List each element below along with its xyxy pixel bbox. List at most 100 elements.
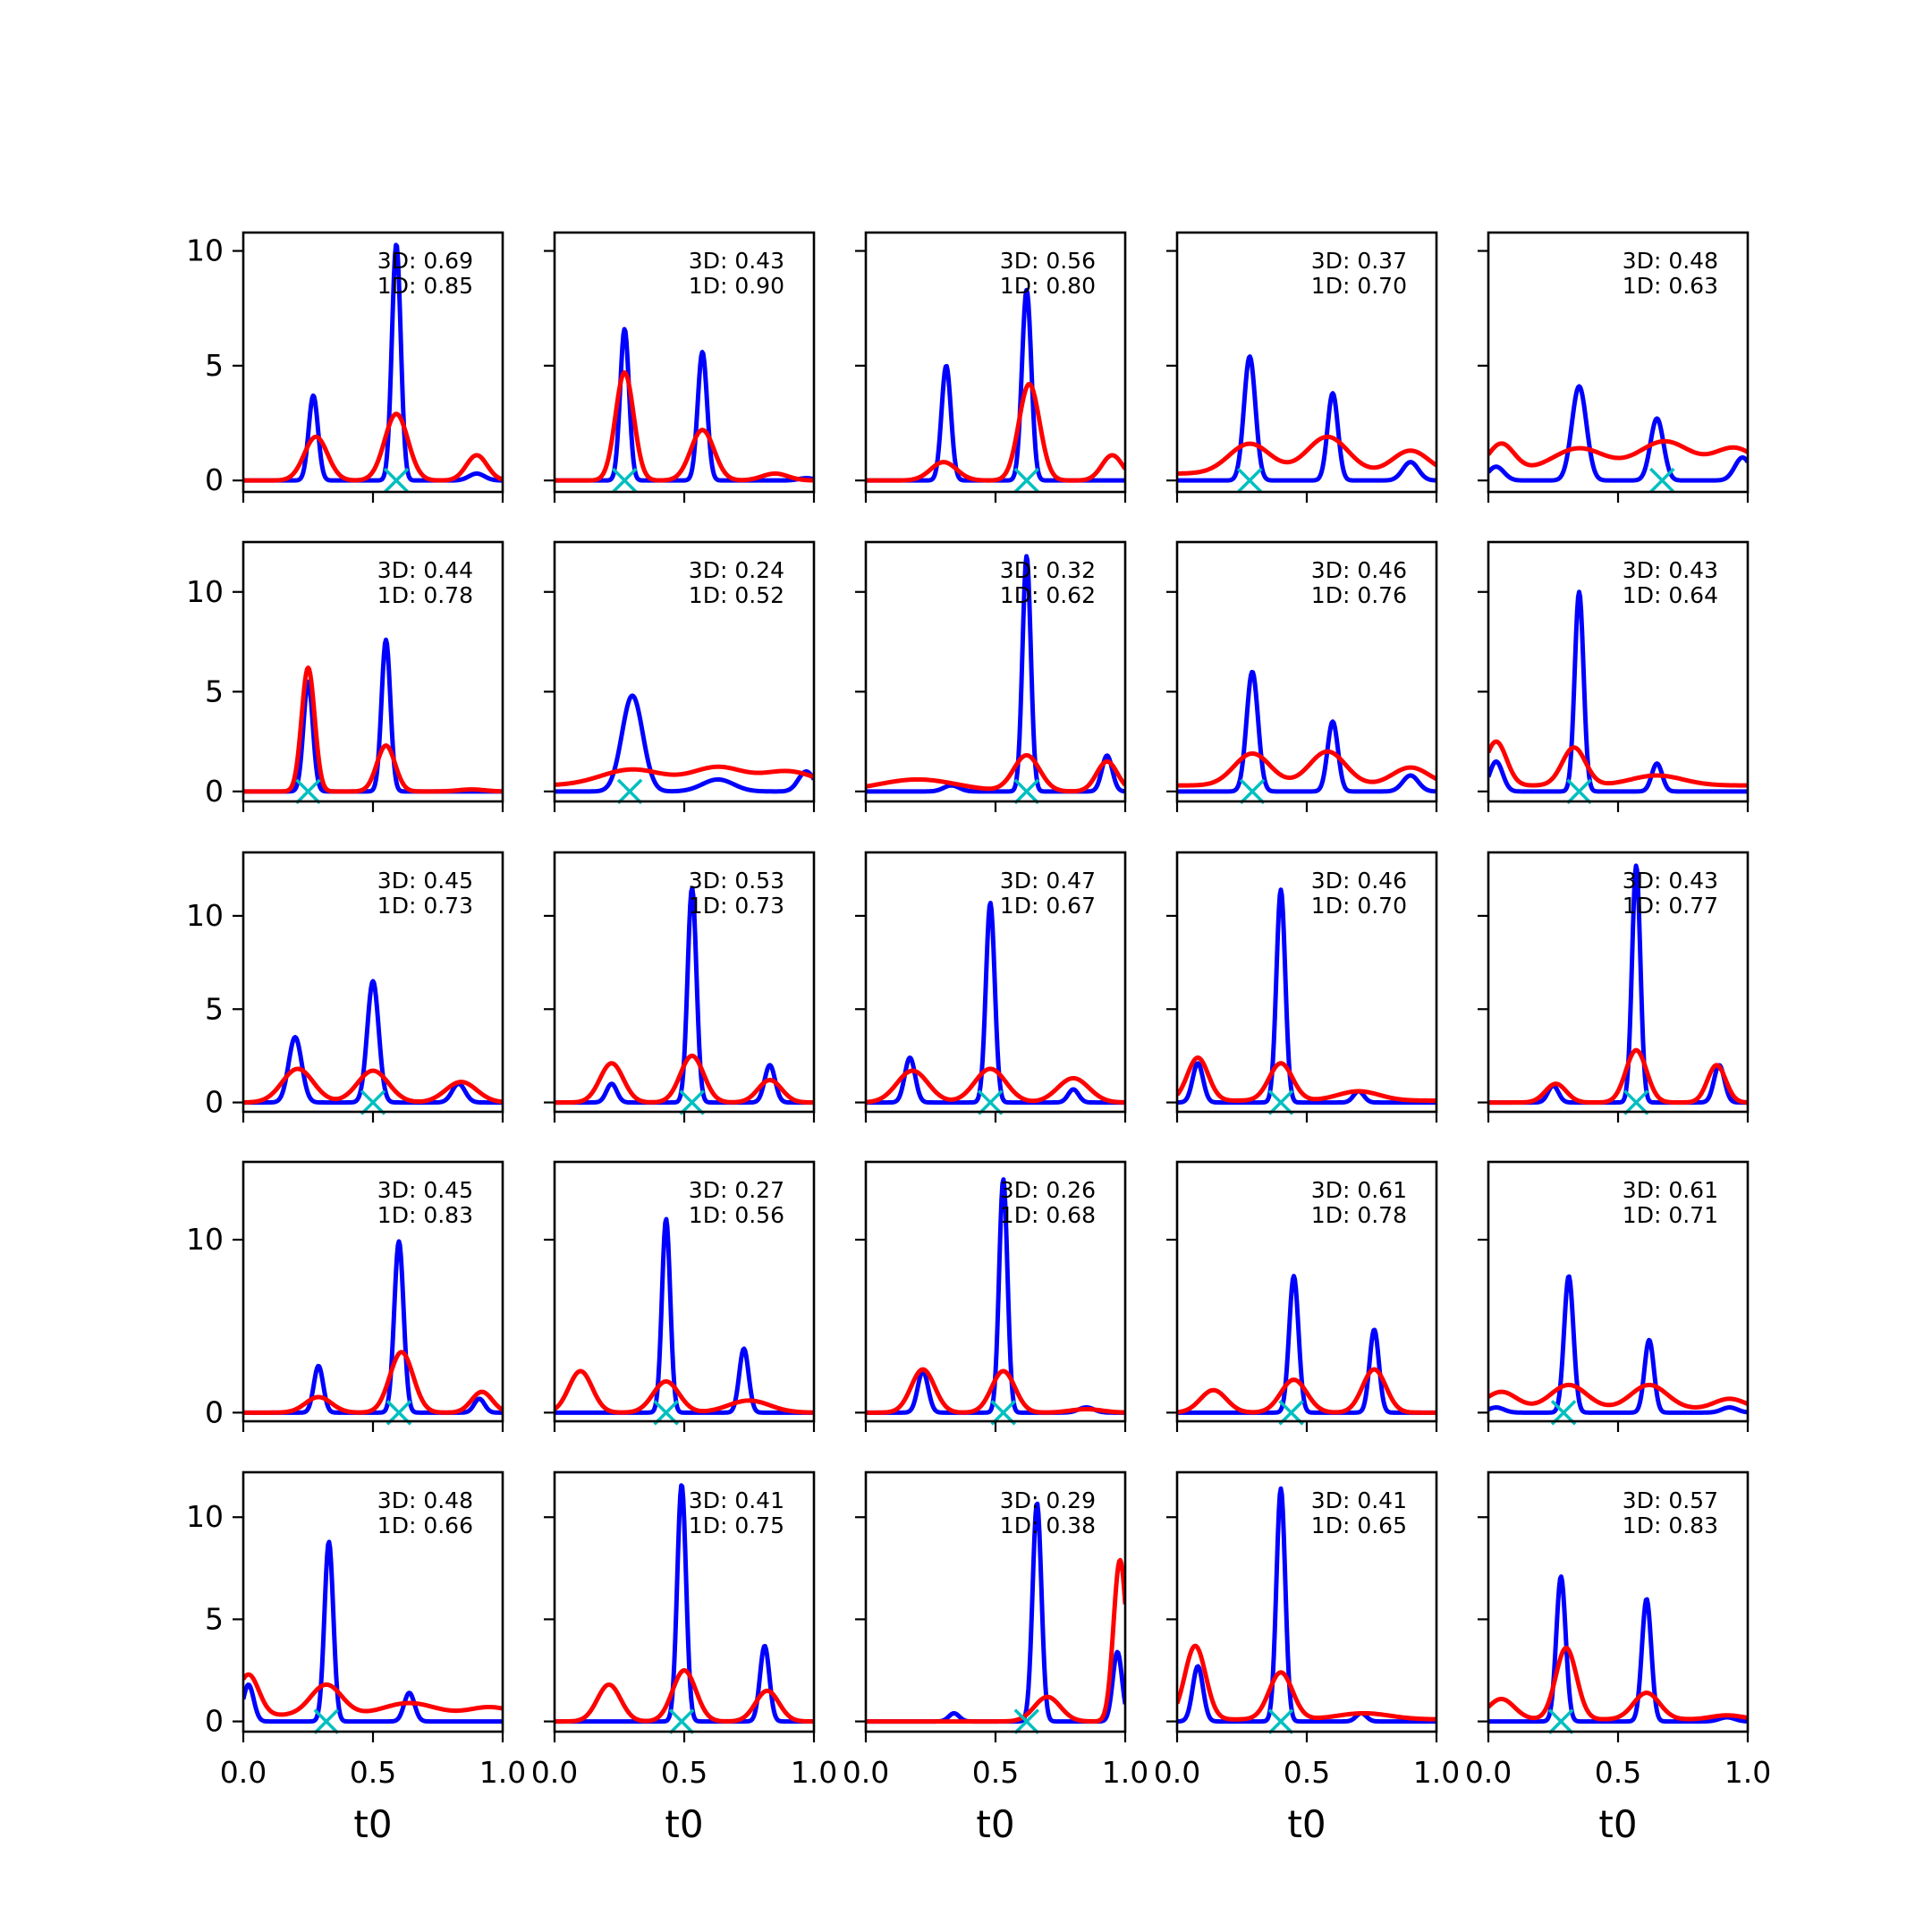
blue-3d-curve xyxy=(1488,1574,1748,1724)
score-label: 3D: 0.43 xyxy=(1623,557,1718,583)
blue-3d-curve xyxy=(866,287,1125,483)
true-t0-marker xyxy=(313,1708,340,1734)
true-t0-marker xyxy=(616,778,643,805)
score-label: 3D: 0.61 xyxy=(1311,1177,1407,1203)
score-label: 3D: 0.37 xyxy=(1311,248,1407,274)
score-label: 3D: 0.27 xyxy=(689,1177,784,1203)
blue-3d-curve xyxy=(555,693,814,794)
score-label: 3D: 0.53 xyxy=(689,868,784,894)
y-tick-label: 0 xyxy=(205,462,224,497)
score-label: 3D: 0.48 xyxy=(1623,248,1718,274)
red-1d-curve xyxy=(866,1367,1125,1415)
score-label: 3D: 0.48 xyxy=(377,1487,473,1513)
red-1d-curve xyxy=(243,1672,503,1717)
true-t0-marker xyxy=(679,1089,705,1115)
x-tick-label: 0.0 xyxy=(1154,1755,1200,1790)
red-1d-curve xyxy=(1488,1382,1748,1410)
true-t0-marker xyxy=(1236,467,1263,494)
x-tick-label: 0.0 xyxy=(843,1755,889,1790)
red-1d-curve xyxy=(243,665,503,794)
score-label: 3D: 0.46 xyxy=(1311,557,1407,583)
true-t0-marker xyxy=(360,1089,386,1115)
score-label: 1D: 0.63 xyxy=(1623,273,1718,299)
blue-3d-curve xyxy=(555,326,814,483)
score-label: 1D: 0.56 xyxy=(689,1202,784,1228)
score-label: 1D: 0.78 xyxy=(377,582,473,608)
blue-3d-curve xyxy=(243,1239,503,1415)
score-label: 1D: 0.64 xyxy=(1623,582,1718,608)
red-1d-curve xyxy=(555,1053,814,1106)
score-label: 3D: 0.46 xyxy=(1311,868,1407,894)
x-axis-label: t0 xyxy=(353,1802,392,1846)
x-tick-label: 1.0 xyxy=(791,1755,837,1790)
score-label: 1D: 0.77 xyxy=(1623,893,1718,919)
true-t0-marker xyxy=(1267,1708,1294,1734)
score-label: 1D: 0.70 xyxy=(1311,893,1407,919)
blue-3d-curve xyxy=(1177,1486,1436,1724)
y-tick-label: 10 xyxy=(186,1222,224,1257)
blue-3d-curve xyxy=(1488,589,1748,794)
red-1d-curve xyxy=(555,1668,814,1724)
score-label: 1D: 0.67 xyxy=(1000,893,1096,919)
score-label: 1D: 0.70 xyxy=(1311,273,1407,299)
red-1d-curve xyxy=(1177,1367,1436,1415)
red-1d-curve xyxy=(243,1350,503,1415)
y-tick-label: 10 xyxy=(186,1499,224,1534)
score-label: 3D: 0.41 xyxy=(689,1487,784,1513)
true-t0-marker xyxy=(1649,467,1675,494)
red-1d-curve xyxy=(866,381,1125,483)
true-t0-marker xyxy=(612,467,638,494)
blue-3d-curve xyxy=(555,886,814,1106)
red-1d-curve xyxy=(1488,1645,1748,1722)
blue-3d-curve xyxy=(1177,354,1436,483)
score-label: 1D: 0.52 xyxy=(689,582,784,608)
red-1d-curve xyxy=(1177,1643,1436,1722)
x-axis-label: t0 xyxy=(976,1802,1014,1846)
y-tick-label: 10 xyxy=(186,574,224,609)
score-label: 3D: 0.45 xyxy=(377,1177,473,1203)
y-tick-label: 0 xyxy=(205,774,224,809)
score-label: 1D: 0.83 xyxy=(1623,1513,1718,1538)
score-label: 3D: 0.44 xyxy=(377,557,473,583)
x-tick-label: 0.5 xyxy=(661,1755,708,1790)
blue-3d-curve xyxy=(1177,1274,1436,1415)
x-axis-label: t0 xyxy=(1598,1802,1637,1846)
true-t0-marker xyxy=(1267,1089,1294,1115)
score-label: 3D: 0.26 xyxy=(1000,1177,1096,1203)
true-t0-marker xyxy=(383,467,410,494)
red-1d-curve xyxy=(243,1066,503,1105)
true-t0-marker xyxy=(1013,778,1040,805)
score-label: 1D: 0.76 xyxy=(1311,582,1407,608)
x-tick-label: 0.5 xyxy=(972,1755,1019,1790)
y-tick-label: 5 xyxy=(205,674,224,708)
score-label: 1D: 0.38 xyxy=(1000,1513,1096,1538)
blue-3d-curve xyxy=(243,1539,503,1724)
score-label: 3D: 0.47 xyxy=(1000,868,1096,894)
red-1d-curve xyxy=(866,752,1125,794)
blue-3d-curve xyxy=(1177,887,1436,1106)
blue-3d-curve xyxy=(555,1216,814,1415)
red-1d-curve xyxy=(1177,434,1436,476)
true-t0-marker xyxy=(1623,1089,1649,1115)
x-tick-label: 0.0 xyxy=(1465,1755,1512,1790)
y-tick-label: 0 xyxy=(205,1394,224,1429)
score-label: 3D: 0.45 xyxy=(377,868,473,894)
blue-3d-curve xyxy=(1177,669,1436,794)
score-label: 1D: 0.78 xyxy=(1311,1202,1407,1228)
score-label: 1D: 0.90 xyxy=(689,273,784,299)
red-1d-curve xyxy=(1177,749,1436,788)
